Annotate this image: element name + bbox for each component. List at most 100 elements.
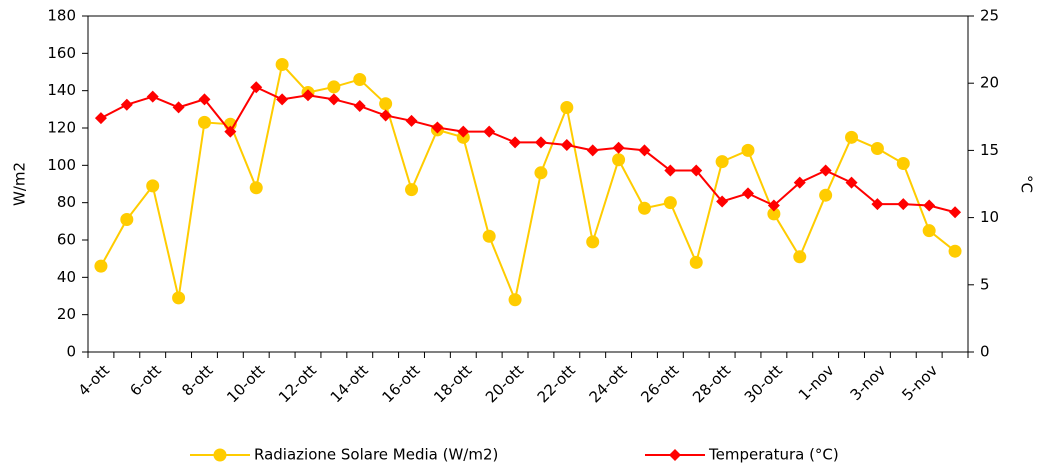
y-tick-label: 60: [57, 231, 76, 249]
y-tick-label: 100: [47, 156, 76, 174]
data-point: [923, 199, 936, 212]
data-point: [405, 183, 419, 197]
x-tick-label: 24-ott: [586, 361, 631, 406]
data-point: [560, 139, 573, 152]
x-tick-label: 14-ott: [327, 361, 372, 406]
x-tick-label: 16-ott: [378, 361, 423, 406]
y-tick-label: 160: [47, 44, 76, 62]
data-point: [224, 125, 237, 138]
data-point: [560, 100, 574, 114]
series-line: [100, 85, 956, 214]
data-point: [948, 244, 962, 258]
data-point: [457, 125, 470, 138]
y2-tick-label: 5: [980, 275, 990, 293]
data-point: [249, 181, 263, 195]
data-point: [534, 166, 548, 180]
data-point: [638, 144, 651, 157]
data-point: [120, 98, 133, 111]
y2-tick-label: 10: [980, 208, 999, 226]
series-line: [100, 62, 956, 304]
data-point: [716, 195, 729, 208]
data-point: [353, 72, 367, 86]
x-tick-label: 8-ott: [178, 361, 216, 399]
y-tick-label: 180: [47, 7, 76, 25]
x-tick-label: 30-ott: [741, 361, 786, 406]
data-point: [198, 93, 211, 106]
x-tick-label: 6-ott: [126, 361, 164, 399]
data-point: [94, 259, 108, 273]
data-point: [793, 176, 806, 189]
y2-tick-label: 15: [980, 141, 999, 159]
x-tick-label: 3-nov: [847, 361, 890, 404]
data-point: [509, 136, 522, 149]
y-tick-label: 80: [57, 193, 76, 211]
data-point: [742, 187, 754, 200]
data-point: [431, 121, 444, 134]
data-point: [172, 101, 185, 114]
data-point: [353, 100, 366, 113]
data-point: [146, 179, 160, 193]
legend-marker: [669, 449, 681, 461]
data-point: [690, 164, 703, 177]
plot-frame: [87, 15, 969, 353]
data-point: [379, 97, 393, 111]
y-axis-label: W/m2: [11, 162, 29, 206]
data-point: [534, 136, 547, 149]
data-point: [250, 81, 263, 94]
x-tick-label: 5-nov: [898, 361, 941, 404]
data-point: [897, 198, 910, 211]
legend-label: Radiazione Solare Media (W/m2): [254, 446, 498, 464]
data-point: [664, 164, 677, 177]
data-point: [845, 130, 859, 144]
data-point: [120, 212, 134, 226]
data-point: [302, 89, 314, 102]
x-tick-label: 28-ott: [689, 361, 734, 406]
x-tick-label: 26-ott: [637, 361, 682, 406]
data-point: [871, 198, 884, 211]
x-tick-label: 20-ott: [482, 361, 527, 406]
x-tick-label: 10-ott: [223, 361, 268, 406]
data-point: [741, 143, 755, 157]
data-point: [483, 125, 496, 138]
data-point: [767, 199, 780, 212]
data-point: [922, 224, 936, 238]
x-tick-label: 18-ott: [430, 361, 475, 406]
legend-label: Temperatura (°C): [708, 446, 839, 464]
data-point: [197, 115, 211, 129]
data-point: [482, 229, 496, 243]
data-point: [637, 201, 651, 215]
y2-axis-label: °C: [1018, 175, 1036, 193]
x-tick-label: 1-nov: [795, 361, 838, 404]
y-tick-label: 140: [47, 81, 76, 99]
y2-tick-label: 20: [980, 74, 999, 92]
y-tick-label: 20: [57, 305, 76, 323]
data-point: [819, 164, 832, 177]
data-point: [276, 93, 289, 106]
data-point: [405, 114, 418, 127]
data-point: [845, 176, 858, 189]
data-point: [870, 142, 884, 156]
data-point: [275, 58, 289, 72]
data-point: [612, 141, 625, 154]
data-point: [327, 80, 341, 94]
data-point: [715, 155, 729, 169]
data-point: [663, 196, 677, 210]
data-point: [327, 93, 340, 106]
data-point: [586, 144, 599, 157]
data-point: [949, 206, 962, 219]
y-tick-label: 120: [47, 119, 76, 137]
y2-tick-label: 0: [980, 343, 990, 361]
legend-marker: [213, 448, 227, 462]
data-point: [612, 153, 626, 167]
data-point: [172, 291, 186, 305]
data-point: [793, 250, 807, 264]
data-point: [146, 90, 159, 103]
data-point: [508, 293, 522, 307]
data-point: [379, 109, 392, 122]
x-tick-label: 4-ott: [75, 361, 113, 399]
data-point: [819, 188, 833, 202]
y2-tick-label: 25: [980, 7, 999, 25]
data-point: [689, 255, 703, 269]
y-tick-label: 40: [57, 268, 76, 286]
